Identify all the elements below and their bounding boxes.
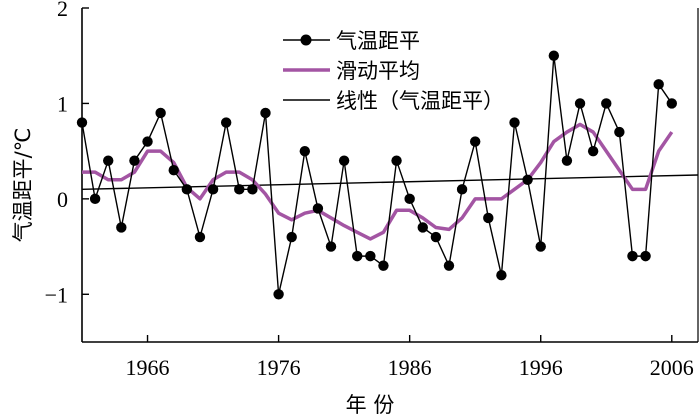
tick-labels: −1 0 1 2 1966 1976 1986 1996 2006 bbox=[45, 0, 694, 380]
data-point bbox=[574, 98, 586, 109]
data-point bbox=[116, 222, 127, 233]
x-tick-label: 2006 bbox=[650, 355, 694, 380]
data-point bbox=[142, 136, 153, 147]
data-point bbox=[155, 107, 166, 119]
data-point bbox=[548, 50, 560, 61]
data-point bbox=[378, 260, 389, 271]
data-point bbox=[627, 250, 638, 262]
series-anomaly-line bbox=[81, 55, 673, 295]
data-point bbox=[247, 184, 258, 195]
data-point bbox=[207, 184, 219, 195]
data-point bbox=[286, 231, 297, 243]
legend-label-anomaly: 气温距平 bbox=[336, 29, 420, 53]
y-tick-label: 2 bbox=[57, 0, 68, 21]
data-point bbox=[430, 231, 442, 243]
data-point bbox=[535, 241, 546, 252]
y-axis-title: 气温距平/℃ bbox=[11, 128, 35, 243]
x-tick-label: 1966 bbox=[126, 355, 170, 380]
y-tick-label: 1 bbox=[57, 91, 68, 116]
data-point bbox=[325, 241, 337, 252]
moving-average-layer bbox=[82, 122, 674, 241]
data-point bbox=[168, 165, 179, 176]
data-point bbox=[653, 79, 664, 90]
series-moving-average-line bbox=[82, 122, 674, 241]
data-point bbox=[194, 231, 206, 243]
legend-label-trend: 线性（气温距平） bbox=[336, 89, 504, 113]
legend-item-moving-average: 滑动平均 bbox=[283, 59, 420, 83]
data-point bbox=[234, 184, 245, 195]
data-point bbox=[312, 203, 324, 214]
anomaly-layer bbox=[76, 50, 677, 300]
data-point bbox=[483, 212, 494, 224]
data-point bbox=[338, 155, 350, 166]
legend-swatch-anomaly-marker bbox=[300, 34, 312, 46]
legend-label-moving-average: 滑动平均 bbox=[336, 59, 420, 83]
data-point bbox=[391, 155, 402, 166]
data-point bbox=[352, 250, 363, 262]
data-point bbox=[469, 136, 481, 147]
trend-layer bbox=[81, 174, 699, 191]
data-point bbox=[299, 145, 311, 157]
data-point bbox=[587, 145, 599, 157]
data-point bbox=[443, 260, 455, 271]
data-point bbox=[129, 155, 140, 166]
data-point bbox=[496, 270, 507, 281]
data-point bbox=[509, 117, 520, 128]
x-axis-title: 年 份 bbox=[346, 393, 395, 417]
data-point bbox=[76, 117, 88, 128]
data-point bbox=[666, 98, 677, 109]
x-tick-label: 1986 bbox=[388, 355, 432, 380]
data-point bbox=[417, 222, 428, 233]
data-point bbox=[640, 250, 651, 262]
data-point bbox=[456, 184, 468, 195]
data-point bbox=[404, 193, 415, 205]
x-tick-label: 1996 bbox=[519, 355, 563, 380]
data-point bbox=[614, 126, 625, 138]
data-point bbox=[260, 107, 271, 119]
series-trend-line bbox=[81, 174, 699, 191]
data-point bbox=[522, 174, 533, 185]
legend-item-anomaly: 气温距平 bbox=[283, 29, 420, 53]
data-point bbox=[561, 155, 573, 166]
data-point bbox=[181, 184, 193, 195]
legend: 气温距平 滑动平均 线性（气温距平） bbox=[283, 29, 504, 113]
data-point bbox=[89, 193, 101, 205]
legend-item-trend: 线性（气温距平） bbox=[283, 89, 504, 113]
data-point bbox=[365, 250, 376, 262]
y-tick-label: 0 bbox=[57, 187, 68, 212]
data-point bbox=[103, 155, 114, 166]
x-tick-label: 1976 bbox=[257, 355, 301, 380]
data-point bbox=[273, 289, 284, 300]
data-point bbox=[220, 117, 232, 128]
data-point bbox=[601, 98, 612, 109]
y-tick-label: −1 bbox=[45, 282, 68, 307]
